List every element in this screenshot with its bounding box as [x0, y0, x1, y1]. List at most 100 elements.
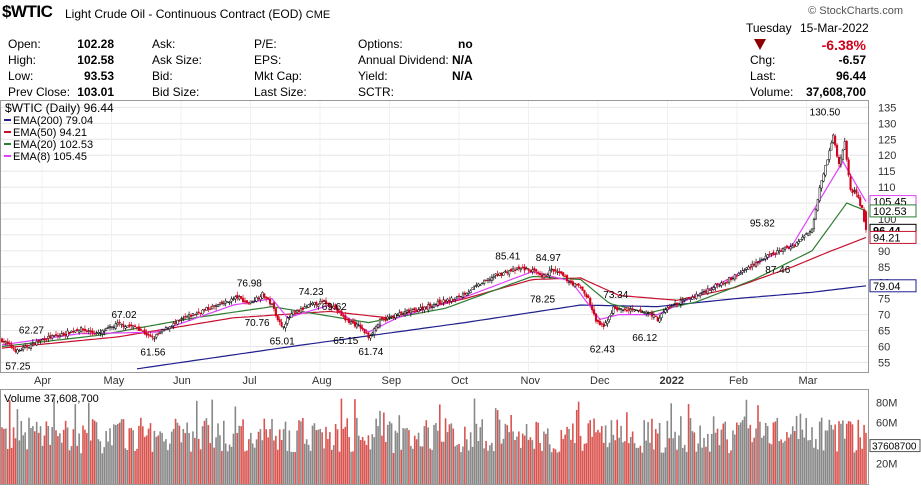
candle-body — [161, 329, 164, 333]
candle-body — [326, 302, 329, 304]
volume-bar — [626, 412, 628, 484]
candle-body — [828, 150, 831, 160]
candle-body — [213, 305, 216, 307]
candle-body — [633, 309, 636, 312]
candle-body — [72, 330, 75, 333]
volume-bar — [531, 440, 534, 484]
volume-bar — [647, 422, 649, 484]
candle-body — [826, 159, 829, 166]
volume-bar — [855, 450, 858, 484]
volume-bar — [207, 425, 210, 484]
candle-body — [458, 295, 461, 298]
price-annotation: 130.50 — [810, 108, 841, 119]
candle-body — [299, 308, 302, 313]
candle-body — [807, 232, 810, 236]
volume-bar — [344, 426, 347, 484]
volume-last-tag — [869, 439, 921, 453]
volume-bar — [188, 432, 190, 484]
volume-bar — [859, 437, 862, 484]
volume-bar — [149, 423, 152, 484]
volume-bar — [462, 446, 464, 484]
volume-bar — [176, 422, 179, 484]
candle-body — [857, 194, 860, 198]
candle-body — [425, 306, 428, 309]
volume-bar — [311, 425, 314, 484]
candle-body — [110, 326, 113, 328]
volume-bar — [712, 416, 715, 484]
candle-body — [587, 295, 590, 299]
volume-bar — [764, 422, 767, 484]
volume-bar — [248, 439, 250, 484]
candle-body — [43, 338, 46, 341]
candle-body — [691, 296, 694, 300]
candle-body — [799, 239, 802, 242]
volume-bar — [450, 423, 453, 484]
candle-body — [91, 330, 94, 334]
ema20-line — [1, 202, 867, 348]
candle-body — [843, 141, 846, 150]
candle-body — [350, 321, 353, 325]
candle-body — [22, 346, 25, 350]
volume-bar — [508, 432, 511, 484]
candle-body — [670, 305, 673, 308]
volume-bar — [816, 449, 819, 484]
candle-body — [184, 316, 187, 318]
candle-body — [265, 296, 268, 299]
candle-body — [365, 332, 368, 334]
label-annual-dividend: Annual Dividend: — [358, 53, 449, 67]
candle-body — [170, 326, 173, 328]
volume-bar — [136, 448, 138, 484]
candle-body — [809, 231, 812, 233]
candle-body — [31, 342, 34, 344]
candle-body — [340, 310, 343, 316]
volume-bar — [818, 421, 821, 484]
candle-body — [504, 270, 507, 273]
candle-body — [373, 328, 376, 335]
candle-body — [107, 327, 110, 329]
volume-bar — [527, 439, 530, 484]
volume-bar — [14, 438, 17, 484]
candle-body — [546, 274, 549, 277]
volume-bar — [622, 442, 624, 484]
volume-bar — [797, 439, 800, 484]
volume-bar — [221, 450, 223, 484]
candle-body — [621, 309, 625, 311]
candle-body — [330, 306, 333, 308]
volume-bar — [464, 426, 466, 484]
candle-body — [814, 209, 817, 220]
volume-bar — [529, 437, 532, 484]
candle-body — [820, 180, 823, 189]
candle-body — [475, 284, 478, 287]
volume-bar — [163, 441, 165, 484]
candle-body — [446, 298, 449, 302]
candle-body — [139, 329, 142, 331]
candle-body — [762, 258, 765, 261]
candle-body — [552, 268, 555, 272]
volume-bar — [822, 450, 825, 484]
candle-body — [282, 326, 285, 328]
candle-body — [130, 324, 133, 327]
volume-bar — [510, 414, 512, 484]
volume-bar — [683, 444, 686, 484]
volume-bar — [471, 446, 474, 484]
volume-bar — [465, 439, 468, 484]
volume-bar — [743, 416, 746, 484]
volume-bar — [55, 430, 57, 484]
candle-body — [699, 293, 702, 297]
volume-bar — [373, 437, 376, 484]
x-tick-label: May — [104, 375, 125, 387]
volume-bar — [811, 427, 813, 484]
volume-bar — [197, 438, 200, 484]
candle-body — [461, 293, 464, 298]
volume-bar — [33, 431, 36, 484]
volume-bar — [641, 452, 644, 484]
volume-bar — [479, 427, 482, 484]
candle-body — [662, 312, 665, 314]
volume-bar — [438, 404, 441, 484]
candle-body — [409, 310, 412, 314]
candle-body — [853, 190, 856, 192]
volume-bar — [685, 451, 688, 484]
candle-body — [658, 317, 661, 323]
candle-body — [805, 233, 808, 235]
candle-body — [683, 298, 686, 301]
